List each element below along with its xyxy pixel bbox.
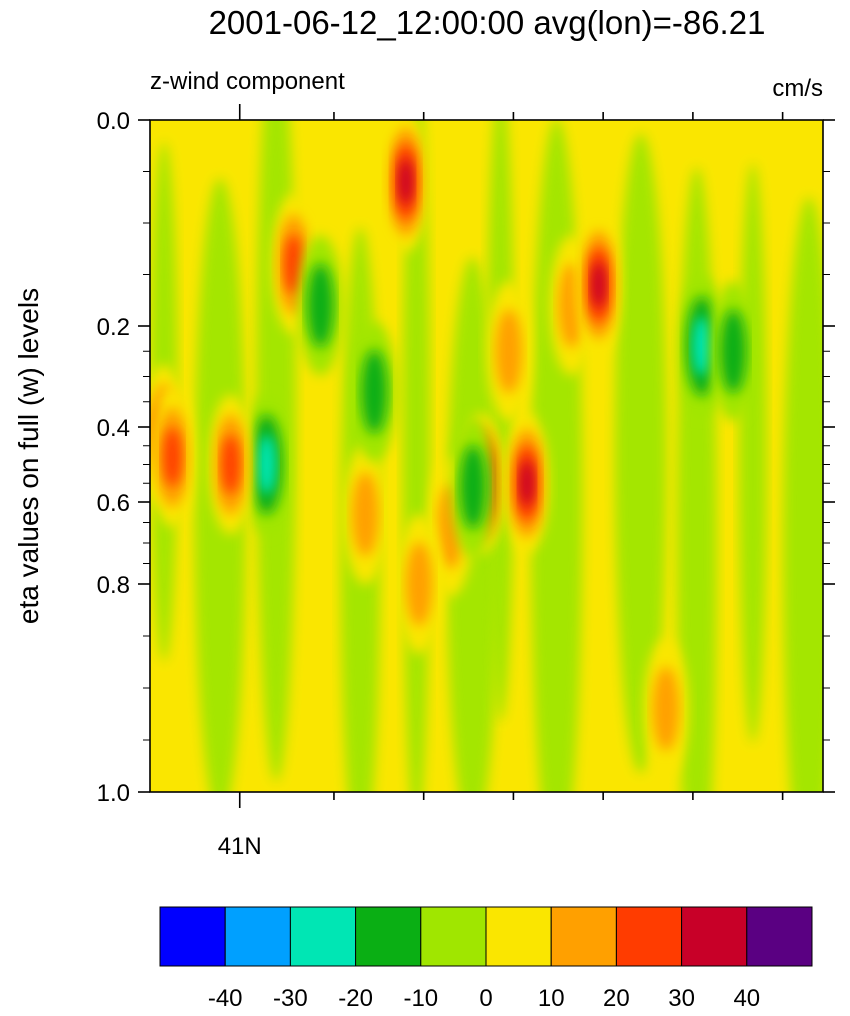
contour-band (738, 163, 767, 744)
colorbar-bin (289, 906, 357, 967)
y-tick-label: 0.2 (97, 314, 130, 341)
contour-band (486, 120, 515, 722)
colorbar-label: -30 (273, 985, 308, 1012)
colorbar-bin (224, 906, 291, 967)
variable-label: z-wind component (150, 68, 345, 95)
colorbar-bin (615, 906, 683, 967)
contour-extremum (163, 427, 182, 487)
colorbar-label: 0 (479, 985, 492, 1012)
y-tick-label: 0.4 (97, 415, 130, 442)
colorbar-bin (681, 906, 748, 967)
contour-extremum (652, 666, 680, 751)
colorbar-label: -20 (338, 985, 373, 1012)
units-label: cm/s (772, 75, 823, 102)
colorbar-bin (420, 906, 487, 967)
contour-extremum (591, 261, 607, 309)
colorbar-bin (550, 906, 617, 967)
colorbar-label: -10 (403, 985, 438, 1012)
contour-extremum (398, 158, 414, 206)
colorbar-label: 30 (668, 985, 695, 1012)
colorbar-bin (485, 906, 552, 967)
colorbar-label: 40 (733, 985, 760, 1012)
plot-area (150, 120, 823, 792)
contour-extremum (221, 434, 241, 495)
x-tick-label: 41N (218, 833, 262, 860)
contour-band (782, 197, 823, 792)
contour-extremum (692, 316, 712, 377)
plot-frame (149, 119, 824, 793)
y-axis-label: eta values on full (w) levels (13, 288, 44, 624)
y-tick-label: 1.0 (97, 780, 130, 807)
axes: 0.0 0.2 0.4 0.6 0.8 1.0 41N (97, 104, 835, 860)
colorbar-label: 10 (538, 985, 565, 1012)
colorbar-label: -40 (208, 985, 243, 1012)
contour-extremum (720, 309, 747, 394)
contour-extremum (352, 472, 379, 557)
colorbar: -40 -30 -20 -10 0 10 20 30 40 (159, 906, 813, 1012)
contour-extremum (257, 434, 277, 495)
contour-extremum (284, 234, 304, 295)
contour-extremum (307, 263, 334, 348)
contour-fill (150, 120, 823, 792)
contour-extremum (519, 459, 535, 507)
colorbar-label: 20 (603, 985, 630, 1012)
contour-extremum (459, 445, 487, 529)
y-tick-label: 0.8 (97, 572, 130, 599)
y-tick-label: 0.6 (97, 490, 130, 517)
colorbar-bin (159, 906, 226, 967)
contour-extremum (495, 309, 523, 394)
chart-title: 2001-06-12_12:00:00 avg(lon)=-86.21 (209, 4, 766, 41)
contour-extremum (361, 349, 388, 434)
y-tick-label: 0.0 (97, 108, 130, 135)
colorbar-bin (746, 906, 813, 967)
contour-extremum (406, 542, 433, 626)
colorbar-bin (355, 906, 422, 967)
contour-band (614, 133, 667, 774)
